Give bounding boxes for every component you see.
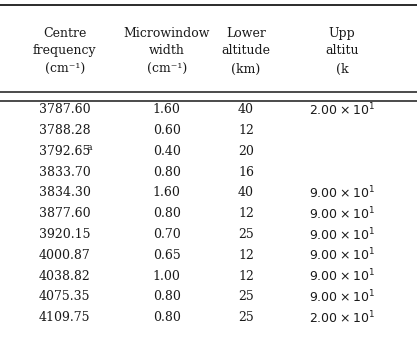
Text: 12: 12 (238, 124, 254, 137)
Text: 3788.28: 3788.28 (39, 124, 90, 137)
Text: 3792.65: 3792.65 (39, 145, 90, 158)
Text: 25: 25 (238, 311, 254, 324)
Text: 40: 40 (238, 186, 254, 200)
Text: 0.60: 0.60 (153, 124, 181, 137)
Text: 1.60: 1.60 (153, 186, 181, 200)
Text: $9.00\times 10^{1}$: $9.00\times 10^{1}$ (309, 268, 375, 284)
Text: 4075.35: 4075.35 (39, 290, 90, 303)
Text: $9.00\times 10^{1}$: $9.00\times 10^{1}$ (309, 247, 375, 263)
Text: (cm⁻¹): (cm⁻¹) (147, 63, 187, 76)
Text: 4000.87: 4000.87 (39, 249, 90, 262)
Text: 3877.60: 3877.60 (39, 207, 90, 220)
Text: Lower: Lower (226, 27, 266, 40)
Text: $9.00\times 10^{1}$: $9.00\times 10^{1}$ (309, 206, 375, 222)
Text: a: a (86, 143, 92, 152)
Text: (cm⁻¹): (cm⁻¹) (45, 63, 85, 76)
Text: 0.80: 0.80 (153, 207, 181, 220)
Text: 16: 16 (238, 166, 254, 179)
Text: Upp: Upp (329, 27, 355, 40)
Text: $2.00\times 10^{1}$: $2.00\times 10^{1}$ (309, 102, 375, 118)
Text: 0.80: 0.80 (153, 290, 181, 303)
Text: 20: 20 (238, 145, 254, 158)
Text: 3833.70: 3833.70 (39, 166, 90, 179)
Text: 25: 25 (238, 290, 254, 303)
Text: altitu: altitu (325, 44, 359, 57)
Text: 0.65: 0.65 (153, 249, 181, 262)
Text: 4109.75: 4109.75 (39, 311, 90, 324)
Text: (k: (k (336, 63, 348, 76)
Text: altitude: altitude (221, 44, 271, 57)
Text: $9.00\times 10^{1}$: $9.00\times 10^{1}$ (309, 185, 375, 201)
Text: $9.00\times 10^{1}$: $9.00\times 10^{1}$ (309, 226, 375, 243)
Text: 0.70: 0.70 (153, 228, 181, 241)
Text: (km): (km) (231, 63, 261, 76)
Text: 0.40: 0.40 (153, 145, 181, 158)
Text: 25: 25 (238, 228, 254, 241)
Text: 3834.30: 3834.30 (39, 186, 90, 200)
Text: 3787.60: 3787.60 (39, 103, 90, 117)
Text: width: width (149, 44, 185, 57)
Text: Microwindow: Microwindow (123, 27, 210, 40)
Text: Centre: Centre (43, 27, 86, 40)
Text: 12: 12 (238, 269, 254, 283)
Text: 40: 40 (238, 103, 254, 117)
Text: $9.00\times 10^{1}$: $9.00\times 10^{1}$ (309, 289, 375, 305)
Text: 4038.82: 4038.82 (39, 269, 90, 283)
Text: frequency: frequency (33, 44, 96, 57)
Text: 12: 12 (238, 207, 254, 220)
Text: 0.80: 0.80 (153, 311, 181, 324)
Text: 3920.15: 3920.15 (39, 228, 90, 241)
Text: 0.80: 0.80 (153, 166, 181, 179)
Text: 1.60: 1.60 (153, 103, 181, 117)
Text: 12: 12 (238, 249, 254, 262)
Text: $2.00\times 10^{1}$: $2.00\times 10^{1}$ (309, 309, 375, 326)
Text: 1.00: 1.00 (153, 269, 181, 283)
